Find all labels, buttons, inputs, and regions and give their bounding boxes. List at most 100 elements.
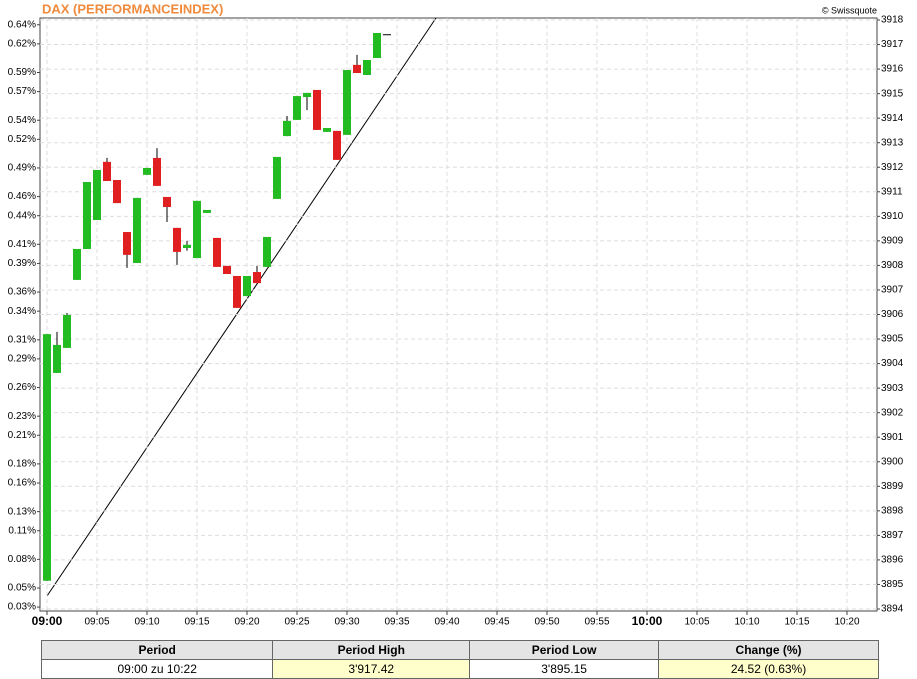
x-tick-label: 10:20 bbox=[834, 617, 859, 628]
y-tick-label: 3914 bbox=[881, 113, 904, 124]
y2-tick-label: 0.62% bbox=[8, 39, 36, 50]
y-tick-label: 3897 bbox=[881, 530, 904, 541]
x-tick-label: 09:55 bbox=[584, 617, 609, 628]
candle-body bbox=[313, 89, 321, 130]
candle-body bbox=[203, 209, 211, 213]
y-tick-label: 3903 bbox=[881, 383, 904, 394]
source: © Swissquote bbox=[822, 5, 877, 15]
candle-body bbox=[253, 272, 261, 284]
y2-tick-label: 0.34% bbox=[8, 306, 36, 317]
candle-body bbox=[363, 60, 371, 75]
chart-title: DAX (PERFORMANCEINDEX) bbox=[42, 1, 223, 16]
candle-body bbox=[93, 169, 101, 221]
x-tick-label: 10:00 bbox=[632, 614, 663, 628]
y2-tick-label: 0.36% bbox=[8, 287, 36, 298]
candle-body bbox=[73, 248, 81, 280]
y2-tick-label: 0.52% bbox=[8, 134, 36, 145]
y2-tick-label: 0.46% bbox=[8, 191, 36, 202]
header-cell: Period High bbox=[272, 640, 471, 660]
candle-body bbox=[43, 334, 51, 581]
y2-tick-label: 0.08% bbox=[8, 554, 36, 565]
y-tick-label: 3911 bbox=[881, 186, 903, 197]
x-tick-label: 09:10 bbox=[134, 617, 159, 628]
x-tick-label: 10:05 bbox=[684, 617, 709, 628]
x-tick-label: 09:05 bbox=[84, 617, 109, 628]
candle-body bbox=[143, 167, 151, 175]
candle-body bbox=[173, 227, 181, 252]
y2-tick-label: 0.05% bbox=[8, 583, 36, 594]
header-cell: Period bbox=[40, 640, 274, 660]
y-tick-label: 3901 bbox=[881, 432, 904, 443]
plot-area bbox=[39, 17, 878, 612]
x-tick-label: 09:35 bbox=[384, 617, 409, 628]
candle-body bbox=[213, 237, 221, 267]
y2-tick-label: 0.29% bbox=[8, 354, 36, 365]
y-tick-label: 3900 bbox=[881, 456, 904, 467]
candle-body bbox=[383, 34, 391, 36]
y-tick-label: 3905 bbox=[881, 334, 904, 345]
y-tick-label: 3909 bbox=[881, 236, 904, 247]
x-tick-label: 09:50 bbox=[534, 617, 559, 628]
candle-body bbox=[223, 265, 231, 275]
y-tick-label: 3915 bbox=[881, 88, 904, 99]
header-cell: Change (%) bbox=[658, 640, 879, 660]
candle-body bbox=[63, 314, 71, 348]
candle-body bbox=[353, 64, 361, 74]
x-tick-label: 10:15 bbox=[784, 617, 809, 628]
y2-tick-label: 0.54% bbox=[8, 115, 36, 126]
candle-body bbox=[183, 244, 191, 248]
y-tick-label: 3908 bbox=[881, 260, 904, 271]
x-tick-label: 09:40 bbox=[434, 617, 459, 628]
cell: 09:00 zu 10:22 bbox=[40, 659, 274, 679]
y2-tick-label: 0.59% bbox=[8, 67, 36, 78]
y2-tick-label: 0.16% bbox=[8, 478, 36, 489]
y2-tick-label: 0.64% bbox=[8, 19, 36, 30]
candle-body bbox=[133, 197, 141, 263]
y2-tick-label: 0.41% bbox=[8, 239, 36, 250]
y-tick-label: 3899 bbox=[881, 481, 904, 492]
cell: 24.52 (0.63%) bbox=[658, 659, 879, 679]
candle-body bbox=[113, 180, 121, 204]
candle-body bbox=[83, 181, 91, 249]
y2-tick-label: 0.23% bbox=[8, 411, 36, 422]
cell: 3'895.15 bbox=[469, 659, 660, 679]
candle-body bbox=[123, 232, 131, 255]
candle-body bbox=[293, 96, 301, 120]
x-tick-label: 09:20 bbox=[234, 617, 259, 628]
y2-tick-label: 0.21% bbox=[8, 430, 36, 441]
y-tick-label: 3907 bbox=[881, 285, 904, 296]
y-tick-label: 3894 bbox=[881, 604, 904, 615]
candle-body bbox=[193, 200, 201, 259]
x-tick-label: 09:45 bbox=[484, 617, 509, 628]
y2-tick-label: 0.57% bbox=[8, 86, 36, 97]
y2-tick-label: 0.13% bbox=[8, 506, 36, 517]
trend-line bbox=[46, 17, 437, 597]
x-tick-label: 10:10 bbox=[734, 617, 759, 628]
y-tick-label: 3910 bbox=[881, 211, 904, 222]
y-tick-label: 3904 bbox=[881, 358, 904, 369]
y2-tick-label: 0.49% bbox=[8, 163, 36, 174]
candle-body bbox=[373, 33, 381, 59]
x-tick-label: 09:15 bbox=[184, 617, 209, 628]
y2-tick-label: 0.44% bbox=[8, 210, 36, 221]
summary-table: Period Period High Period Low Change (%)… bbox=[40, 640, 879, 679]
y-tick-label: 3918 bbox=[881, 15, 904, 26]
candle-body bbox=[153, 157, 161, 186]
candle-body bbox=[343, 70, 351, 135]
candle-body bbox=[103, 161, 111, 181]
y2-tick-label: 0.26% bbox=[8, 382, 36, 393]
candle-body bbox=[263, 236, 271, 267]
candle-body bbox=[243, 275, 251, 297]
y2-tick-label: 0.31% bbox=[8, 334, 36, 345]
y-tick-label: 3896 bbox=[881, 555, 904, 566]
candle-body bbox=[273, 156, 281, 199]
candle-body bbox=[303, 92, 311, 98]
y-tick-label: 3917 bbox=[881, 39, 904, 50]
y-tick-label: 3916 bbox=[881, 64, 904, 75]
y2-tick-label: 0.18% bbox=[8, 459, 36, 470]
candle-body bbox=[53, 344, 61, 373]
y2-tick-label: 0.03% bbox=[8, 602, 36, 613]
cell: 3'917.42 bbox=[272, 659, 471, 679]
y2-tick-label: 0.11% bbox=[8, 525, 36, 536]
